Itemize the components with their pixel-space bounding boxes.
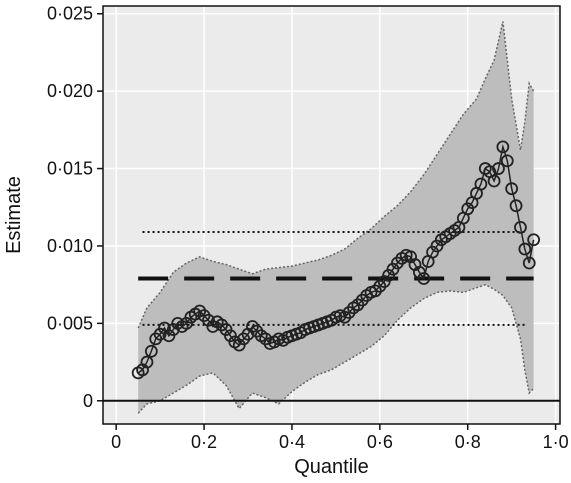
estimate-series bbox=[131, 140, 541, 380]
plot-border bbox=[102, 5, 561, 425]
data-point bbox=[514, 220, 527, 234]
x-tick-label: 0·6 bbox=[367, 432, 393, 452]
data-point bbox=[518, 242, 532, 256]
data-point bbox=[496, 140, 510, 154]
data-point bbox=[527, 233, 541, 247]
data-point bbox=[505, 182, 519, 196]
confidence-band bbox=[137, 21, 535, 414]
data-point bbox=[140, 355, 154, 369]
x-tick-label: 0·2 bbox=[191, 432, 217, 452]
data-point bbox=[492, 162, 505, 175]
y-tick-label: 0 bbox=[83, 391, 93, 411]
data-point bbox=[474, 177, 488, 191]
y-tick-label: 0·025 bbox=[47, 4, 93, 24]
x-tick-label: 0 bbox=[111, 432, 121, 452]
y-tick-label: 0·005 bbox=[47, 313, 93, 333]
x-tick-label: 0·4 bbox=[279, 432, 305, 452]
axes bbox=[102, 5, 561, 425]
data-point bbox=[522, 256, 536, 270]
data-point bbox=[509, 199, 523, 213]
x-tick-label: 0·8 bbox=[455, 432, 481, 452]
tick-labels: 0 0·2 0·4 0·6 0·8 1·0 0 0·005 0·010 0·015 0·020 0·0… bbox=[47, 4, 569, 452]
data-point bbox=[417, 272, 431, 285]
y-tick-label: 0·010 bbox=[47, 236, 93, 256]
y-tick-label: 0·020 bbox=[47, 81, 93, 101]
band-upper-line bbox=[137, 21, 535, 329]
data-point bbox=[500, 154, 514, 168]
y-axis-title: Estimate bbox=[3, 176, 25, 254]
x-axis-title: Quantile bbox=[294, 456, 369, 478]
data-point bbox=[487, 174, 501, 188]
y-tick-label: 0·015 bbox=[47, 159, 93, 179]
data-point bbox=[144, 344, 158, 358]
band-fill bbox=[138, 21, 534, 414]
x-tick-label: 1·0 bbox=[543, 432, 569, 452]
